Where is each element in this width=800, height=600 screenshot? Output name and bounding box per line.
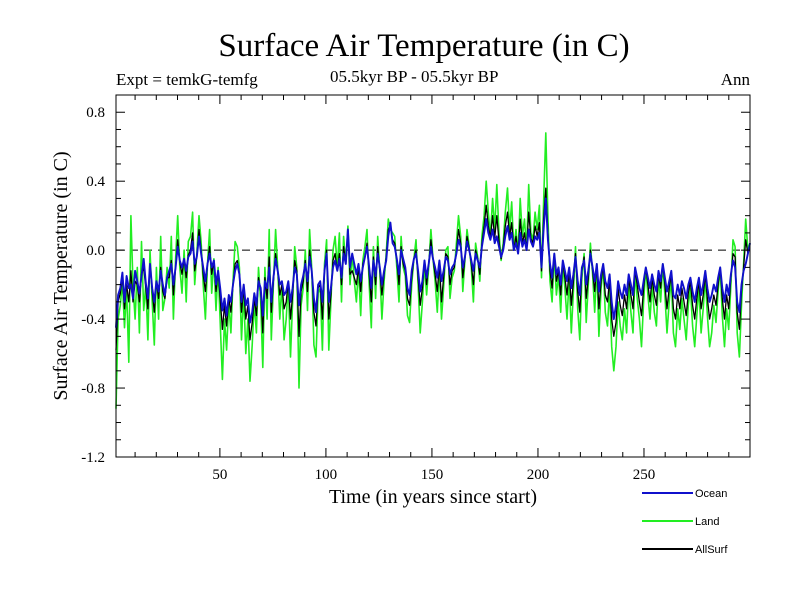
experiment-label: Expt = temkG-temfg xyxy=(116,70,258,89)
legend-label-land: Land xyxy=(695,516,719,528)
y-axis-label: Surface Air Temperature (in C) xyxy=(50,151,72,400)
series-line-allsurf xyxy=(115,187,751,351)
x-tick-label: 200 xyxy=(527,467,550,483)
x-axis-label: Time (in years since start) xyxy=(329,486,537,508)
y-tick-label: 0.8 xyxy=(86,105,105,121)
x-tick-label: 150 xyxy=(421,467,444,483)
y-tick-label: -0.4 xyxy=(81,312,105,328)
x-tick-label: 250 xyxy=(633,467,656,483)
plot-frame xyxy=(115,94,751,458)
x-tick-label: 100 xyxy=(315,467,338,483)
y-tick-label: -1.2 xyxy=(81,450,105,466)
y-tick-label: 0.0 xyxy=(86,243,105,259)
chart-title: Surface Air Temperature (in C) xyxy=(218,28,630,64)
y-tick-label: 0.4 xyxy=(86,174,105,190)
season-label: Ann xyxy=(720,70,750,89)
legend-label-allsurf: AllSurf xyxy=(695,544,728,556)
period-label: 05.5kyr BP - 05.5kyr BP xyxy=(330,67,499,86)
series-line-ocean xyxy=(115,197,751,328)
x-tick-label: 50 xyxy=(212,467,227,483)
legend-label-ocean: Ocean xyxy=(695,488,727,500)
y-tick-label: -0.8 xyxy=(81,381,105,397)
